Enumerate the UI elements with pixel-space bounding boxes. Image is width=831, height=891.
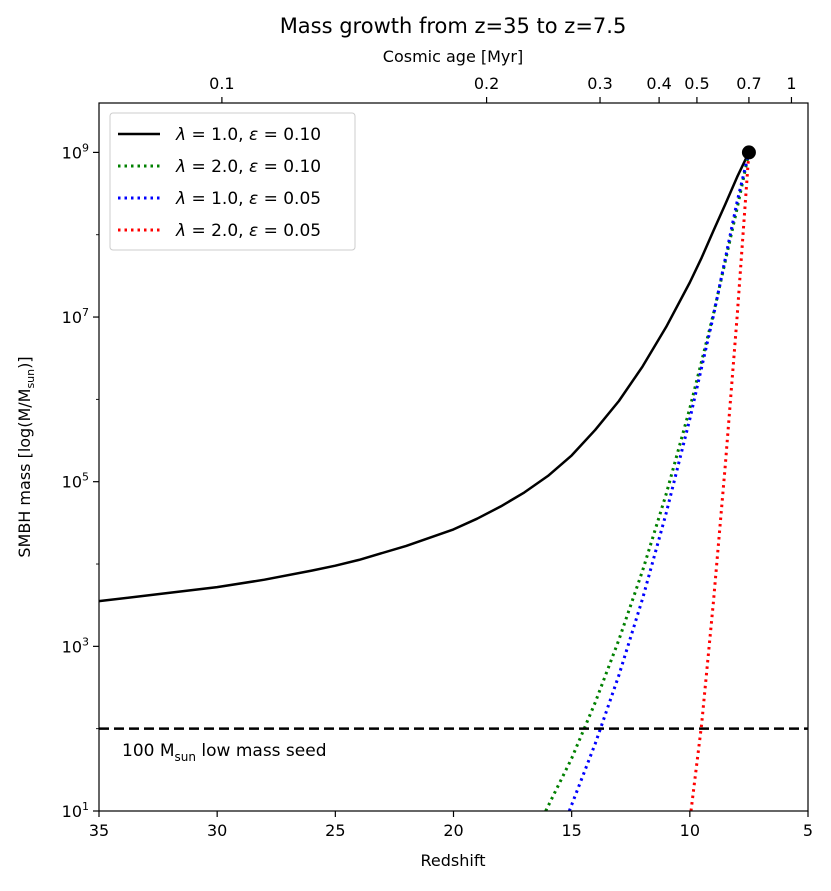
series-line-1 — [98, 151, 751, 603]
top-tick-label: 0.7 — [736, 74, 761, 93]
y-tick-label: 109 — [62, 141, 89, 162]
chart-title: Mass growth from z=35 to z=7.5 — [280, 14, 627, 38]
x-tick-label: 20 — [443, 821, 463, 840]
legend-label-3: λ = 1.0, ε = 0.05 — [175, 189, 321, 209]
top-tick-label: 0.1 — [209, 74, 234, 93]
y-axis-title: SMBH mass [log(M/Msun)] — [15, 356, 37, 557]
top-tick-label: 0.5 — [684, 74, 709, 93]
x-axis-title: Redshift — [421, 851, 486, 870]
top-axis-ticks: 0.1 0.2 0.3 0.4 0.5 0.7 1 — [209, 74, 797, 103]
seed-line-label: 100 Msun low mass seed — [122, 741, 327, 764]
x-tick-label: 25 — [325, 821, 345, 840]
legend-box — [109, 112, 356, 251]
top-tick-label: 1 — [786, 74, 796, 93]
series-line-3 — [567, 152, 751, 812]
legend: λ = 1.0, ε = 0.10 λ = 2.0, ε = 0.10 λ = 1.… — [109, 112, 356, 251]
legend-label-4: λ = 2.0, ε = 0.05 — [175, 221, 321, 241]
x-tick-label: 35 — [89, 821, 109, 840]
top-axis-title: Cosmic age [Myr] — [383, 47, 523, 66]
y-tick-label: 105 — [62, 471, 89, 492]
x-tick-label: 30 — [207, 821, 227, 840]
seed-layer: 100 Msun low mass seed — [99, 727, 808, 764]
y-tick-label: 107 — [62, 306, 89, 327]
endpoint-marker — [741, 145, 756, 160]
legend-label-2: λ = 2.0, ε = 0.10 — [175, 157, 321, 177]
legend-label-1: λ = 1.0, ε = 0.10 — [175, 125, 321, 145]
y-tick-label: 103 — [62, 635, 89, 656]
x-axis-ticks: 35 30 25 20 15 10 5 — [89, 811, 813, 840]
series-line-4 — [689, 152, 751, 812]
top-tick-label: 0.3 — [587, 74, 612, 93]
x-tick-label: 15 — [561, 821, 581, 840]
x-tick-label: 10 — [680, 821, 700, 840]
top-tick-label: 0.4 — [646, 74, 671, 93]
top-tick-label: 0.2 — [474, 74, 499, 93]
series-layer — [98, 151, 751, 812]
y-axis-ticks: 101 103 105 107 109 — [62, 141, 99, 821]
x-tick-label: 5 — [803, 821, 813, 840]
y-tick-label: 101 — [62, 800, 89, 821]
